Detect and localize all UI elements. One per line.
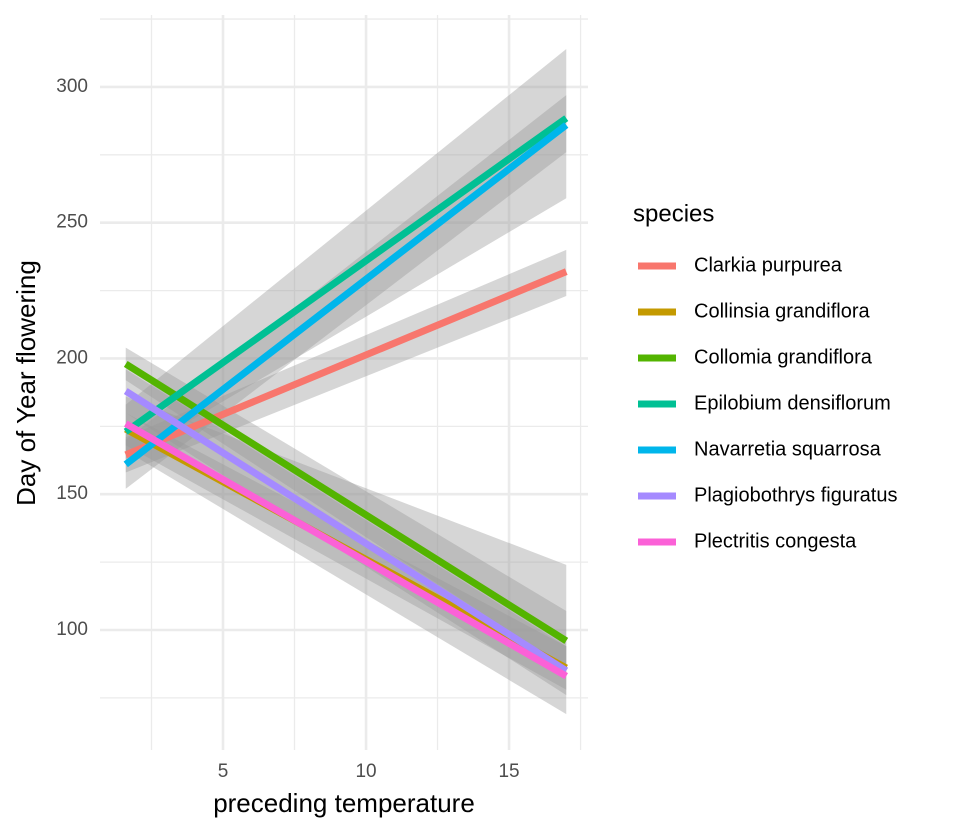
trend-line [123,115,569,435]
y-tick-label: 300 [56,76,88,97]
y-tick-label: 250 [56,212,88,233]
axes: 5 10 15 100 150 200 250 300 [56,76,519,782]
confidence-band [125,347,567,669]
legend-label: Clarkia purpurea [694,254,843,276]
trend-line [123,388,569,674]
trend-line [124,268,568,459]
legend-label: Plagiobothrys figuratus [694,484,897,506]
trend-line [123,360,569,644]
legend-label: Collinsia grandiflora [694,300,871,322]
y-tick-label: 100 [56,619,88,640]
y-tick-label: 150 [56,483,88,504]
legend-label: Epilobium densiflorum [694,392,891,414]
y-axis-title: Day of Year flowering [11,260,41,506]
legend-label: Collomia grandiflora [694,346,873,368]
y-tick-label: 200 [56,347,88,368]
x-tick-label: 5 [218,761,229,782]
trend-line [124,420,569,680]
x-tick-label: 15 [498,761,519,782]
legend-label: Plectritis congesta [694,530,857,552]
legend-title: species [633,200,714,227]
x-axis-title: preceding temperature [213,788,475,818]
legend: Clarkia purpurea Collinsia grandiflora Col… [638,254,897,552]
legend-label: Navarretia squarrosa [694,438,882,460]
lines [123,115,569,680]
trend-line [123,122,569,468]
confidence-band [125,396,567,715]
x-tick-label: 10 [355,761,376,782]
